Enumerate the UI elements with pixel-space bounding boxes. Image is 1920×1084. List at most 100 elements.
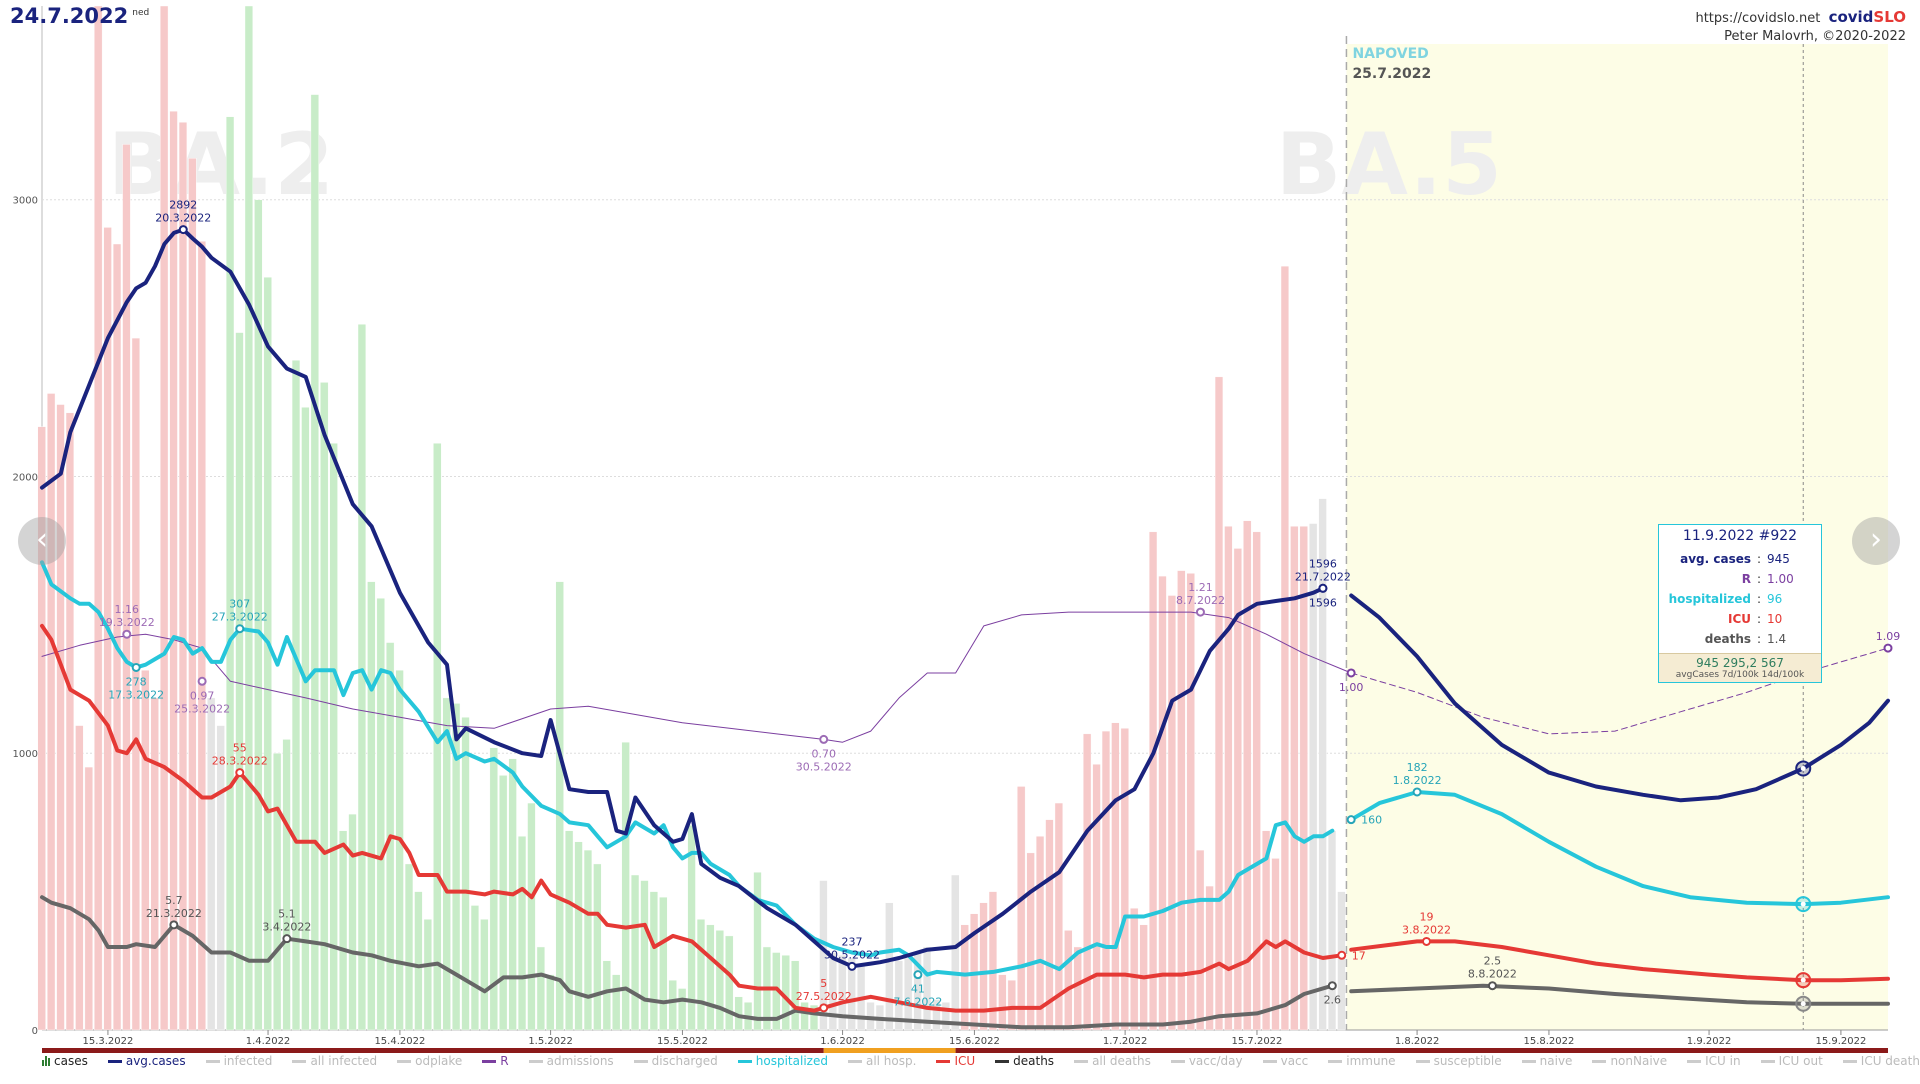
case-bar [1064, 930, 1073, 1031]
legend-item-immune[interactable]: immune [1328, 1054, 1396, 1068]
case-bar [885, 902, 894, 1031]
case-bar [1205, 885, 1214, 1031]
annotation-dot [169, 920, 179, 930]
legend-swatch [1262, 1059, 1277, 1063]
case-bar [56, 404, 65, 1031]
legend-item-infected[interactable]: infected [205, 1054, 272, 1068]
prev-button[interactable]: ‹ [18, 517, 66, 565]
period-stripe [823, 1048, 956, 1053]
case-bar [470, 905, 480, 1031]
x-tick-label: 15.4.2022 [374, 1036, 425, 1047]
legend-swatch [1592, 1059, 1607, 1063]
case-bar [37, 426, 46, 1031]
case-bar [282, 739, 291, 1031]
tooltip-marker-dot [1800, 977, 1806, 983]
site-url[interactable]: https://covidslo.net [1695, 11, 1821, 26]
legend-item-icu-in[interactable]: ICU in [1687, 1054, 1741, 1068]
legend-label: ICU [954, 1054, 976, 1068]
case-bar [1148, 531, 1158, 1031]
annotation-label: 8.7.2022 [1176, 594, 1225, 607]
legend-item-icu[interactable]: ICU [936, 1054, 975, 1068]
legend-label: ICU in [1705, 1054, 1741, 1068]
annotation-dot [178, 225, 188, 235]
legend-item-vacc[interactable]: vacc [1262, 1054, 1308, 1068]
x-tick-label: 15.6.2022 [949, 1036, 1000, 1047]
case-bar [612, 974, 621, 1031]
annotation-label: 1.09 [1876, 630, 1901, 643]
series-hospitalized [40, 560, 1335, 977]
tooltip-row-label: avg. cases [1680, 552, 1751, 566]
case-bar [1083, 733, 1092, 1031]
annotation-dot [819, 1003, 829, 1013]
legend-item-susceptible[interactable]: susceptible [1415, 1054, 1502, 1068]
legend-item-all-infected[interactable]: all infected [292, 1054, 377, 1068]
case-bar [791, 960, 800, 1031]
legend: cases avg.cases infected all infected odplak… [42, 1054, 1920, 1068]
annotation-label: 1.16 [115, 603, 140, 616]
legend-item-odplake[interactable]: odplake [397, 1054, 462, 1068]
legend-swatch [528, 1059, 543, 1063]
annotation-dot [122, 629, 132, 639]
next-button[interactable]: › [1852, 517, 1900, 565]
legend-label: R [500, 1054, 509, 1068]
case-bar [621, 741, 630, 1031]
legend-swatch [1687, 1059, 1702, 1063]
case-bar [1101, 730, 1111, 1031]
case-bar [329, 443, 338, 1031]
legend-item-all-deaths[interactable]: all deaths [1074, 1054, 1151, 1068]
legend-item-icu-deaths[interactable]: ICU deaths [1842, 1054, 1920, 1068]
legend-item-admissions[interactable]: admissions [528, 1054, 614, 1068]
legend-item-avg-cases[interactable]: avg.cases [107, 1054, 186, 1068]
case-bar [480, 919, 489, 1031]
legend-item-icu-out[interactable]: ICU out [1760, 1054, 1823, 1068]
annotation-dot [1318, 583, 1328, 593]
variant-label-ba2: BA.2 [108, 115, 334, 215]
legend-label: nonNaive [1610, 1054, 1668, 1068]
case-bar [1111, 722, 1120, 1031]
legend-item-discharged[interactable]: discharged [633, 1054, 718, 1068]
case-bar [555, 581, 564, 1031]
variant-label-ba5: BA.5 [1276, 115, 1502, 215]
legend-label: vacc/day [1188, 1054, 1243, 1068]
legend-item-r[interactable]: R [482, 1054, 509, 1068]
legend-swatch [1328, 1059, 1343, 1063]
annotation-label: 1596 [1309, 557, 1337, 570]
period-stripe [955, 1048, 1888, 1053]
tooltip-row-label: ICU [1727, 612, 1751, 626]
annotation-dot [1195, 607, 1205, 617]
legend-item-deaths[interactable]: deaths [995, 1054, 1054, 1068]
legend-label: hospitalized [755, 1054, 828, 1068]
case-bar [725, 935, 734, 1031]
case-bar [1130, 908, 1139, 1031]
case-bar [640, 880, 649, 1031]
chevron-right-icon: › [1870, 522, 1882, 557]
legend-item-naive[interactable]: naive [1521, 1054, 1572, 1068]
case-bar [1120, 728, 1129, 1031]
legend-swatch [1415, 1059, 1430, 1063]
annotation-label: 160 [1361, 814, 1382, 827]
case-bar [941, 1002, 950, 1031]
tooltip-row-label: R [1741, 572, 1751, 586]
annotation-dot [1327, 981, 1337, 991]
legend-swatch [936, 1059, 951, 1063]
legend-label: all deaths [1092, 1054, 1151, 1068]
author: Peter Malovrh, ©2020-2022 [1724, 29, 1906, 44]
case-bar [320, 382, 329, 1031]
case-bar [178, 122, 188, 1031]
legend-item-all-hosp-[interactable]: all hosp. [847, 1054, 916, 1068]
annotation-label: 1.00 [1339, 681, 1364, 694]
annotation-label: 19 [1420, 910, 1434, 923]
annotation-dot [1346, 668, 1356, 678]
case-bar [706, 924, 715, 1031]
case-bar [678, 988, 687, 1031]
legend-item-hospitalized[interactable]: hospitalized [737, 1054, 828, 1068]
annotation-label: 3.8.2022 [1402, 923, 1451, 936]
legend-swatch [847, 1059, 862, 1063]
annotation-label: 1596 [1309, 596, 1337, 609]
annotation-label: 25.3.2022 [174, 702, 230, 715]
legend-item-cases[interactable]: cases [42, 1054, 88, 1068]
annotation-label: 17.3.2022 [108, 688, 164, 701]
legend-item-vacc-day[interactable]: vacc/day [1170, 1054, 1243, 1068]
legend-item-nonnaive[interactable]: nonNaive [1592, 1054, 1667, 1068]
